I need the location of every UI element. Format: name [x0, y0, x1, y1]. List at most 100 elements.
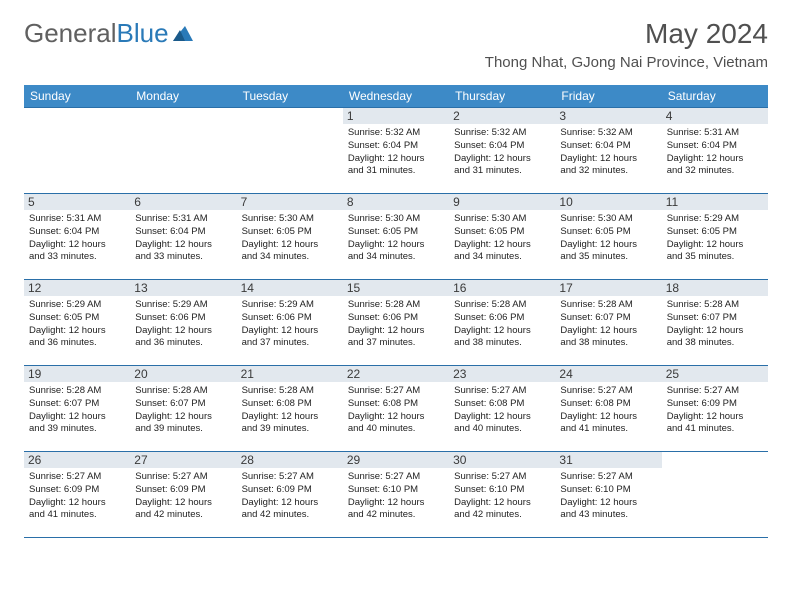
calendar-cell: 6 Sunrise: 5:31 AMSunset: 6:04 PMDaylight…: [130, 194, 236, 280]
logo-text-2: Blue: [117, 18, 169, 49]
day-details: Sunrise: 5:27 AMSunset: 6:09 PMDaylight:…: [242, 471, 338, 522]
day-number: 14: [237, 280, 343, 296]
calendar-cell: 21Sunrise: 5:28 AMSunset: 6:08 PMDayligh…: [237, 366, 343, 452]
calendar-cell: 26Sunrise: 5:27 AMSunset: 6:09 PMDayligh…: [24, 452, 130, 538]
calendar-cell: 12 Sunrise: 5:29 AMSunset: 6:05 PMDayligh…: [24, 280, 130, 366]
day-header: Saturday: [662, 85, 768, 108]
day-details: Sunrise: 5:28 AMSunset: 6:07 PMDaylight:…: [29, 385, 125, 436]
day-details: Sunrise: 5:28 AMSunset: 6:06 PMDaylight:…: [454, 299, 550, 350]
calendar-cell: 25 Sunrise: 5:27 AMSunset: 6:09 PMDayligh…: [662, 366, 768, 452]
calendar-cell: 10 Sunrise: 5:30 AMSunset: 6:05 PMDayligh…: [555, 194, 661, 280]
day-number: 28: [237, 452, 343, 468]
calendar-cell: 3 Sunrise: 5:32 AMSunset: 6:04 PMDaylight…: [555, 108, 661, 194]
day-header: Tuesday: [237, 85, 343, 108]
day-number: 6: [130, 194, 236, 210]
day-details: Sunrise: 5:30 AMSunset: 6:05 PMDaylight:…: [454, 213, 550, 264]
day-details: Sunrise: 5:30 AMSunset: 6:05 PMDaylight:…: [242, 213, 338, 264]
calendar-cell: 19Sunrise: 5:28 AMSunset: 6:07 PMDayligh…: [24, 366, 130, 452]
location: Thong Nhat, GJong Nai Province, Vietnam: [485, 54, 768, 71]
logo: GeneralBlue: [24, 18, 195, 49]
day-details: Sunrise: 5:27 AMSunset: 6:08 PMDaylight:…: [454, 385, 550, 436]
day-number: 12: [24, 280, 130, 296]
calendar-row: 1 Sunrise: 5:32 AMSunset: 6:04 PMDaylight…: [24, 108, 768, 194]
day-details: Sunrise: 5:27 AMSunset: 6:10 PMDaylight:…: [560, 471, 656, 522]
title-block: May 2024 Thong Nhat, GJong Nai Province,…: [485, 18, 768, 71]
day-details: Sunrise: 5:32 AMSunset: 6:04 PMDaylight:…: [560, 127, 656, 178]
calendar-cell: 7 Sunrise: 5:30 AMSunset: 6:05 PMDaylight…: [237, 194, 343, 280]
calendar-row: 19Sunrise: 5:28 AMSunset: 6:07 PMDayligh…: [24, 366, 768, 452]
day-number: 24: [555, 366, 661, 382]
day-details: Sunrise: 5:27 AMSunset: 6:10 PMDaylight:…: [348, 471, 444, 522]
calendar-cell: [130, 108, 236, 194]
day-details: Sunrise: 5:28 AMSunset: 6:07 PMDaylight:…: [560, 299, 656, 350]
day-number: 10: [555, 194, 661, 210]
day-details: Sunrise: 5:32 AMSunset: 6:04 PMDaylight:…: [454, 127, 550, 178]
day-details: Sunrise: 5:31 AMSunset: 6:04 PMDaylight:…: [135, 213, 231, 264]
day-details: Sunrise: 5:30 AMSunset: 6:05 PMDaylight:…: [348, 213, 444, 264]
day-number: 29: [343, 452, 449, 468]
day-header: Friday: [555, 85, 661, 108]
header: GeneralBlue May 2024 Thong Nhat, GJong N…: [0, 0, 792, 77]
day-number: 17: [555, 280, 661, 296]
calendar-cell: 2 Sunrise: 5:32 AMSunset: 6:04 PMDaylight…: [449, 108, 555, 194]
calendar-cell: 15Sunrise: 5:28 AMSunset: 6:06 PMDayligh…: [343, 280, 449, 366]
day-header: Thursday: [449, 85, 555, 108]
day-number: 2: [449, 108, 555, 124]
day-number: 23: [449, 366, 555, 382]
calendar-cell: 24Sunrise: 5:27 AMSunset: 6:08 PMDayligh…: [555, 366, 661, 452]
calendar-head: SundayMondayTuesdayWednesdayThursdayFrid…: [24, 85, 768, 108]
day-details: Sunrise: 5:27 AMSunset: 6:09 PMDaylight:…: [135, 471, 231, 522]
day-number: 11: [662, 194, 768, 210]
day-number: 31: [555, 452, 661, 468]
sail-icon: [173, 24, 195, 42]
calendar-cell: 5Sunrise: 5:31 AMSunset: 6:04 PMDaylight…: [24, 194, 130, 280]
day-details: Sunrise: 5:27 AMSunset: 6:08 PMDaylight:…: [348, 385, 444, 436]
calendar-cell: 20 Sunrise: 5:28 AMSunset: 6:07 PMDayligh…: [130, 366, 236, 452]
day-details: Sunrise: 5:31 AMSunset: 6:04 PMDaylight:…: [667, 127, 763, 178]
day-number: 1: [343, 108, 449, 124]
day-details: Sunrise: 5:29 AMSunset: 6:05 PMDaylight:…: [667, 213, 763, 264]
day-number: 25: [662, 366, 768, 382]
calendar-row: 12 Sunrise: 5:29 AMSunset: 6:05 PMDayligh…: [24, 280, 768, 366]
calendar-cell: 31 Sunrise: 5:27 AMSunset: 6:10 PMDayligh…: [555, 452, 661, 538]
day-details: Sunrise: 5:29 AMSunset: 6:06 PMDaylight:…: [242, 299, 338, 350]
day-details: Sunrise: 5:29 AMSunset: 6:05 PMDaylight:…: [29, 299, 125, 350]
day-number: 7: [237, 194, 343, 210]
calendar-cell: 4Sunrise: 5:31 AMSunset: 6:04 PMDaylight…: [662, 108, 768, 194]
day-number: 16: [449, 280, 555, 296]
calendar-cell: 1 Sunrise: 5:32 AMSunset: 6:04 PMDaylight…: [343, 108, 449, 194]
day-number: 22: [343, 366, 449, 382]
calendar-cell: 28 Sunrise: 5:27 AMSunset: 6:09 PMDayligh…: [237, 452, 343, 538]
calendar-cell: 29 Sunrise: 5:27 AMSunset: 6:10 PMDayligh…: [343, 452, 449, 538]
day-number: 20: [130, 366, 236, 382]
calendar-cell: 8 Sunrise: 5:30 AMSunset: 6:05 PMDaylight…: [343, 194, 449, 280]
calendar-cell: [662, 452, 768, 538]
day-details: Sunrise: 5:32 AMSunset: 6:04 PMDaylight:…: [348, 127, 444, 178]
calendar-body: 1 Sunrise: 5:32 AMSunset: 6:04 PMDaylight…: [24, 108, 768, 538]
calendar-row: 5 Sunrise: 5:31 AMSunset: 6:04 PMDaylight…: [24, 194, 768, 280]
calendar-cell: 27 Sunrise: 5:27 AMSunset: 6:09 PMDayligh…: [130, 452, 236, 538]
day-number: 15: [343, 280, 449, 296]
day-number: 26: [24, 452, 130, 468]
day-number: 18: [662, 280, 768, 296]
day-details: Sunrise: 5:28 AMSunset: 6:07 PMDaylight:…: [135, 385, 231, 436]
day-number: 8: [343, 194, 449, 210]
calendar-cell: 17 Sunrise: 5:28 AMSunset: 6:07 PMDayligh…: [555, 280, 661, 366]
day-details: Sunrise: 5:30 AMSunset: 6:05 PMDaylight:…: [560, 213, 656, 264]
calendar-cell: [237, 108, 343, 194]
calendar-cell: 16 Sunrise: 5:28 AMSunset: 6:06 PMDayligh…: [449, 280, 555, 366]
calendar-cell: 22 Sunrise: 5:27 AMSunset: 6:08 PMDayligh…: [343, 366, 449, 452]
day-number: 27: [130, 452, 236, 468]
day-number: 3: [555, 108, 661, 124]
day-header: Sunday: [24, 85, 130, 108]
calendar-cell: 30Sunrise: 5:27 AMSunset: 6:10 PMDayligh…: [449, 452, 555, 538]
day-number: 30: [449, 452, 555, 468]
day-number: 5: [24, 194, 130, 210]
day-number: 9: [449, 194, 555, 210]
day-details: Sunrise: 5:28 AMSunset: 6:07 PMDaylight:…: [667, 299, 763, 350]
day-header: Wednesday: [343, 85, 449, 108]
day-header: Monday: [130, 85, 236, 108]
day-details: Sunrise: 5:28 AMSunset: 6:08 PMDaylight:…: [242, 385, 338, 436]
day-number: 13: [130, 280, 236, 296]
day-details: Sunrise: 5:27 AMSunset: 6:09 PMDaylight:…: [667, 385, 763, 436]
